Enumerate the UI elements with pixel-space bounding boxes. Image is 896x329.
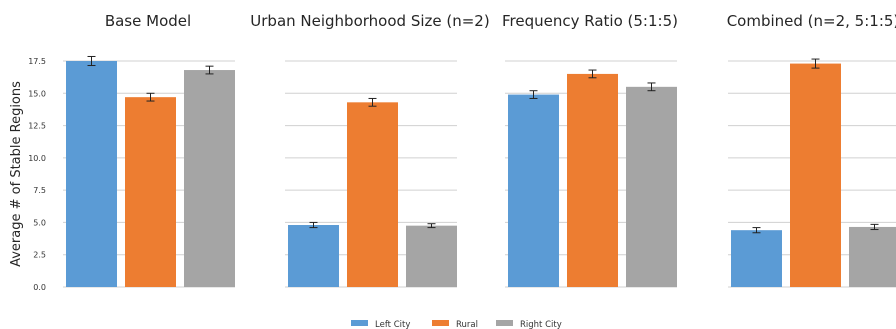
bar-rural [567, 73, 618, 288]
bar-right-city [184, 70, 235, 287]
y-tick-label: 12.5 [28, 122, 46, 131]
y-tick-label: 15.0 [28, 89, 46, 98]
panel-4: Combined (n=2, 5:1:5) [727, 12, 896, 288]
panel-title: Urban Neighborhood Size (n=2) [250, 12, 489, 30]
bar-rural [790, 63, 841, 287]
panel-1: Base Model [63, 12, 235, 288]
y-tick-label: 10.0 [28, 154, 46, 163]
panel-title: Frequency Ratio (5:1:5) [502, 12, 678, 30]
y-tick-label: 17.5 [28, 57, 46, 66]
legend-label: Right City [520, 320, 562, 329]
legend-label: Left City [375, 320, 410, 329]
panel-2: Urban Neighborhood Size (n=2) [250, 12, 490, 288]
bar-left-city [66, 61, 117, 287]
y-tick-label: 2.5 [33, 251, 46, 260]
legend-swatch [432, 320, 449, 326]
legend-item: Right City [496, 320, 562, 329]
panel-title: Base Model [105, 12, 191, 30]
y-tick-label: 0.0 [33, 283, 46, 292]
bar-left-city [508, 94, 559, 287]
panel-3: Frequency Ratio (5:1:5) [502, 12, 678, 288]
y-tick-label: 7.5 [33, 186, 46, 195]
bar-right-city [849, 226, 896, 287]
y-axis-label: Average # of Stable Regions [9, 81, 24, 267]
bar-left-city [731, 230, 782, 287]
legend-item: Rural [432, 320, 478, 329]
y-tick-label: 5.0 [33, 218, 46, 227]
panel-title: Combined (n=2, 5:1:5) [727, 12, 896, 30]
bar-rural [125, 97, 176, 287]
legend-swatch [351, 320, 368, 326]
legend-item: Left City [351, 320, 410, 329]
bar-right-city [406, 225, 457, 287]
legend-swatch [496, 320, 513, 326]
legend: Left City Rural Right City [351, 320, 562, 329]
plot-panels: 0.0 2.5 5.0 7.5 10.0 12.5 15.0 17.5 Base Model Ur… [28, 12, 896, 292]
legend-label: Rural [456, 320, 478, 329]
bar-left-city [288, 225, 339, 287]
bar-right-city [626, 86, 677, 287]
bar-rural [347, 102, 398, 287]
